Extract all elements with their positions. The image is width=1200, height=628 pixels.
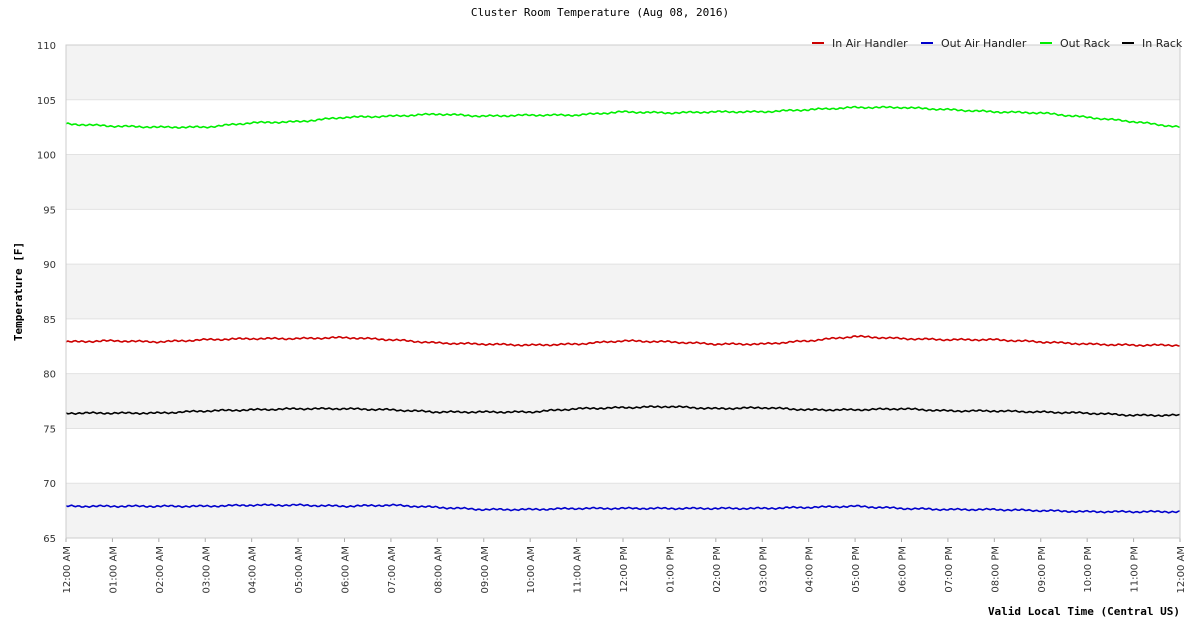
y-tick-label: 85 (43, 315, 56, 326)
x-tick-label: 11:00 AM (573, 546, 584, 593)
series-lines (65, 105, 1181, 514)
y-axis-ticks: 65 70 75 80 85 90 95 100 105 110 (37, 41, 56, 545)
x-tick-label: 07:00 AM (387, 546, 398, 593)
y-tick-label: 100 (37, 151, 56, 162)
x-tick-label: 11:00 PM (1130, 546, 1141, 593)
x-tick-label: 06:00 PM (898, 546, 909, 593)
band-70-75 (66, 428, 1180, 484)
plot-frame (65, 44, 1181, 539)
band-85-90 (66, 264, 1180, 319)
y-tick-label: 70 (43, 479, 56, 490)
band-100-105 (66, 99, 1180, 155)
x-tick-label: 08:00 AM (433, 546, 444, 593)
x-tick-label: 10:00 AM (526, 546, 537, 593)
x-axis-ticks: 12:00 AM 01:00 AM 02:00 AM 03:00 AM 04:00 AM… (62, 538, 1187, 593)
x-tick-label: 12:00 AM (62, 546, 73, 593)
x-tick-label: 12:00 AM (1176, 546, 1187, 593)
x-tick-label: 12:00 PM (619, 546, 630, 593)
x-axis-label: Valid Local Time (Central US) (988, 605, 1180, 618)
legend: In Air Handler Out Air Handler Out Rack In … (812, 37, 1183, 50)
band-65-70 (66, 483, 1180, 538)
y-axis-label: Temperature [F] (12, 242, 25, 341)
x-tick-label: 01:00 PM (665, 546, 676, 593)
legend-label: In Air Handler (832, 37, 908, 50)
x-tick-label: 09:00 AM (480, 546, 491, 593)
x-tick-label: 02:00 AM (155, 546, 166, 593)
legend-label: Out Air Handler (941, 37, 1027, 50)
legend-label: In Rack (1142, 37, 1183, 50)
y-tick-label: 105 (37, 96, 56, 107)
band-105-110 (66, 45, 1180, 100)
band-75-80 (66, 373, 1180, 429)
band-90-95 (66, 209, 1180, 265)
x-tick-label: 09:00 PM (1037, 546, 1048, 593)
series-line-out-rack (65, 105, 1181, 129)
legend-label: Out Rack (1060, 37, 1111, 50)
x-tick-label: 07:00 PM (944, 546, 955, 593)
y-tick-label: 110 (37, 41, 56, 52)
x-tick-label: 06:00 AM (341, 546, 352, 593)
legend-item: Out Rack (1040, 37, 1111, 50)
legend-item: In Air Handler (812, 37, 908, 50)
x-tick-label: 10:00 PM (1083, 546, 1094, 593)
series-line-out-air-handler (65, 503, 1181, 514)
background-bands (66, 45, 1180, 538)
x-tick-label: 04:00 PM (805, 546, 816, 593)
y-tick-label: 90 (43, 260, 56, 271)
x-tick-label: 08:00 PM (990, 546, 1001, 593)
x-tick-label: 05:00 AM (294, 546, 305, 593)
chart-title: Cluster Room Temperature (Aug 08, 2016) (470, 6, 730, 19)
x-tick-label: 04:00 AM (248, 546, 259, 593)
band-80-85 (66, 318, 1180, 374)
series-line-in-rack (65, 405, 1181, 418)
y-tick-label: 95 (43, 205, 56, 216)
x-tick-label: 02:00 PM (712, 546, 723, 593)
x-tick-label: 01:00 AM (108, 546, 119, 593)
legend-item: Out Air Handler (921, 37, 1027, 50)
x-tick-label: 05:00 PM (851, 546, 862, 593)
y-tick-label: 75 (43, 424, 56, 435)
y-tick-label: 65 (43, 534, 56, 545)
series-line-in-air-handler (65, 334, 1181, 348)
x-tick-label: 03:00 AM (201, 546, 212, 593)
legend-item: In Rack (1122, 37, 1183, 50)
x-tick-label: 03:00 PM (758, 546, 769, 593)
band-95-100 (66, 154, 1180, 210)
y-tick-label: 80 (43, 370, 56, 381)
